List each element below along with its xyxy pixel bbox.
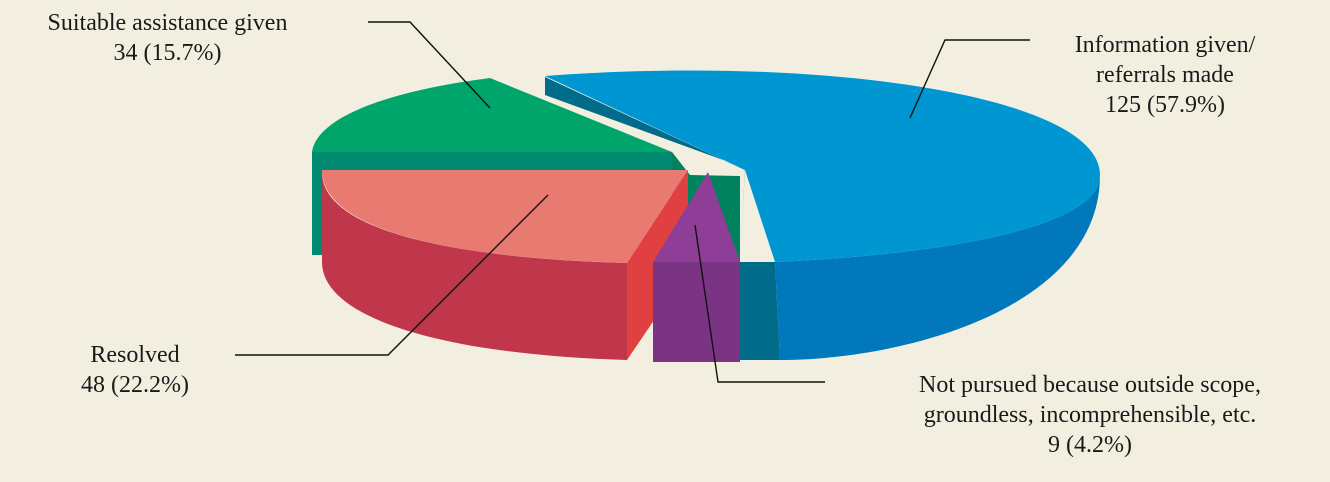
leader-notpursued [694,224,825,383]
slice-notpursued[interactable] [653,172,740,362]
label-notpursued-name-1: Not pursued because outside scope, [919,372,1261,398]
leader-suitable [368,21,491,109]
slice-resolved[interactable] [322,170,688,360]
leader-info [909,39,1030,119]
label-suitable-name: Suitable assistance given [47,10,288,36]
slice-suitable-side [312,152,672,255]
label-resolved-value: 48 (22.2%) [81,372,189,398]
slice-info-top [545,70,1100,263]
label-resolved: Resolved 48 (22.2%) [20,340,250,400]
slice-info-side [775,175,1100,360]
slice-notpursued-top [653,172,740,262]
leader-resolved [235,194,549,356]
label-info-name-2: referrals made [1096,62,1234,88]
slice-notpursued-side [653,262,740,362]
slice-suitable-top [312,78,672,152]
label-suitable: Suitable assistance given 34 (15.7%) [0,8,335,68]
label-info-name-1: Information given/ [1074,32,1256,58]
label-resolved-name: Resolved [90,342,180,368]
slice-info-cut [545,77,780,360]
slice-info[interactable] [545,70,1100,360]
slice-resolved-side [322,172,627,360]
label-info-value: 125 (57.9%) [1105,92,1225,118]
slice-resolved-top [322,170,688,263]
label-suitable-value: 34 (15.7%) [113,40,222,66]
label-notpursued-name-2: groundless, incomprehensible, etc. [923,402,1257,428]
label-notpursued: Not pursued because outside scope, groun… [850,370,1330,460]
label-notpursued-value: 9 (4.2%) [1048,432,1132,458]
label-info: Information given/ referrals made 125 (5… [1040,30,1290,120]
